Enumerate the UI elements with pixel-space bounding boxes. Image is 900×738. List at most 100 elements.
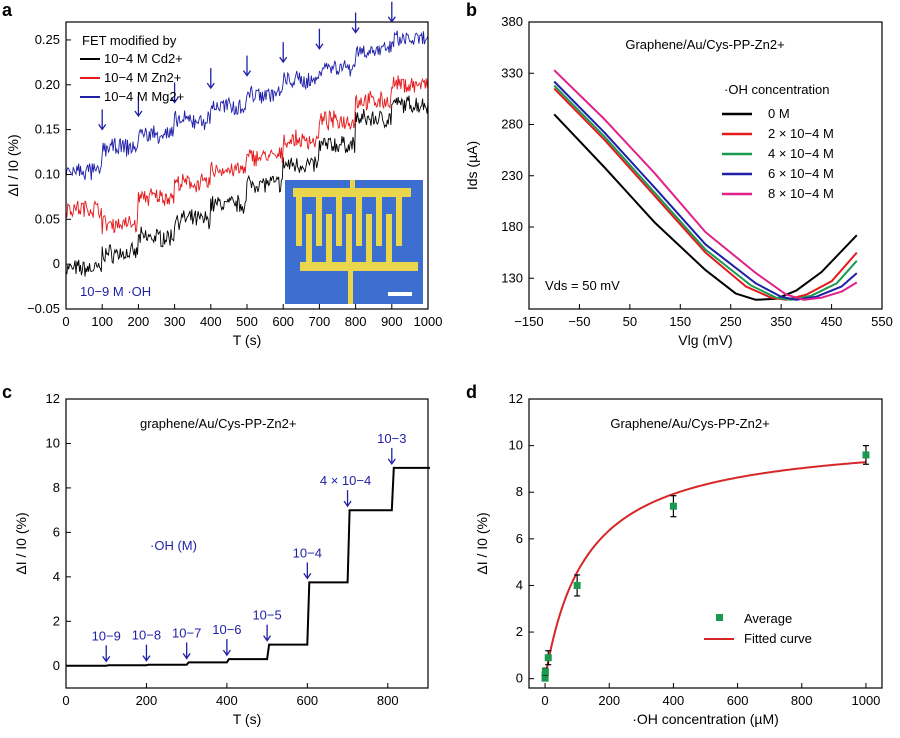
annotation-arrow <box>387 447 396 466</box>
injection-arrow <box>134 95 143 118</box>
data-point <box>862 451 870 459</box>
x-tick-label: 0 <box>62 693 69 708</box>
y-tick-label: 6 <box>516 531 523 546</box>
x-tick-label: 500 <box>236 314 258 329</box>
panel-a: a 0 100 200 300 400 500 600 700 800 900 1000−0.050… <box>2 0 442 348</box>
annotation-arrow <box>222 639 231 657</box>
x-tick-label: 1000 <box>414 314 443 329</box>
y-tick-label: 0.10 <box>35 166 60 181</box>
y-tick-label: 0.05 <box>35 211 60 226</box>
y-tick-label: 230 <box>501 168 523 183</box>
x-tick-label: 800 <box>791 693 813 708</box>
y-tick-label: 280 <box>501 117 523 132</box>
x-tick-label: 250 <box>720 314 742 329</box>
series-line-2 <box>553 84 858 301</box>
annotation-label: 10−6 <box>212 622 241 637</box>
injection-arrow <box>170 82 179 104</box>
annotation-arrow <box>182 642 191 660</box>
legend-label: Fitted curve <box>744 631 812 646</box>
y-tick-label: 12 <box>46 391 60 406</box>
y-tick-label: 12 <box>509 391 523 406</box>
annotation-label: 10−8 <box>132 628 161 643</box>
x-tick-label: 900 <box>381 314 403 329</box>
legend-label: 10−4 M Zn2+ <box>104 70 181 85</box>
legend-swatch <box>716 614 723 621</box>
annotation-arrow <box>263 624 272 642</box>
x-tick-label: 200 <box>128 314 150 329</box>
y-tick-label: 8 <box>516 484 523 499</box>
data-point <box>573 581 581 589</box>
x-tick-label: 800 <box>377 693 399 708</box>
x-tick-label: 0 <box>541 693 548 708</box>
arrow-head <box>343 500 352 508</box>
y-axis-label: ΔI / I0 (%) <box>474 512 490 574</box>
x-tick-label: 700 <box>309 314 331 329</box>
y-axis-label: ΔI / I0 (%) <box>13 512 29 574</box>
oh-legend-label: ·OH (M) <box>150 538 197 553</box>
annotation-arrow <box>303 562 312 580</box>
x-axis-label: ·OH concentration (µM) <box>632 711 779 727</box>
x-tick-label: 800 <box>345 314 367 329</box>
x-tick-label: 400 <box>216 693 238 708</box>
x-tick-label: −50 <box>568 314 590 329</box>
x-tick-label: 600 <box>727 693 749 708</box>
x-tick-label: 300 <box>164 314 186 329</box>
annotation-arrow <box>343 490 352 508</box>
arrow-head <box>263 635 272 642</box>
legend-label: Average <box>744 611 792 626</box>
legend-title: ·OH concentration <box>724 82 830 97</box>
data-point <box>669 502 677 510</box>
injection-arrow <box>351 12 360 34</box>
chart-title: Graphene/Au/Cys-PP-Zn2+ <box>625 37 784 52</box>
legend-title: FET modified by <box>82 33 177 48</box>
panel-b: b −150 −50 50 150 250 350 450 550 130 180 230 280 33… <box>464 0 893 348</box>
x-tick-label: 100 <box>91 314 113 329</box>
series-line-4 <box>553 69 858 301</box>
panel-d: d 0 200 400 600 800 1000 0 2 4 6 8 10 12 ·OH concentr… <box>466 382 883 727</box>
chart-title: graphene/Au/Cys-PP-Zn2+ <box>140 416 296 431</box>
arrow-head <box>182 653 191 660</box>
x-tick-label: 600 <box>272 314 294 329</box>
legend-label: 2 × 10−4 M <box>768 126 834 141</box>
arrow-head <box>142 655 151 662</box>
plot-frame <box>528 21 883 310</box>
y-tick-label: 130 <box>501 270 523 285</box>
y-tick-label: 380 <box>501 14 523 29</box>
x-tick-label: 50 <box>623 314 637 329</box>
x-tick-label: 200 <box>598 693 620 708</box>
electrode-micrograph-inset <box>285 180 423 304</box>
legend-label: 0 M <box>768 106 790 121</box>
y-tick-label: 10 <box>509 438 523 453</box>
series-line-0 <box>65 95 429 277</box>
x-tick-label: 150 <box>669 314 691 329</box>
y-tick-label: 2 <box>53 613 60 628</box>
x-tick-label: 400 <box>663 693 685 708</box>
legend-label: 4 × 10−4 M <box>768 146 834 161</box>
data-point <box>544 654 552 662</box>
y-tick-label: 10 <box>46 435 60 450</box>
annotation-label: 10−4 <box>293 545 322 560</box>
annotation-arrow <box>102 645 111 663</box>
x-tick-label: 350 <box>770 314 792 329</box>
plot-frame <box>65 398 429 689</box>
arrow-head <box>170 97 179 104</box>
arrow-head <box>279 56 288 64</box>
y-tick-label: 0.20 <box>35 77 60 92</box>
y-tick-label: 0.15 <box>35 122 60 137</box>
injection-arrow <box>387 1 396 23</box>
series-line-1 <box>65 75 429 235</box>
legend-label: 10−4 M Mg2+ <box>104 89 184 104</box>
x-tick-label: 400 <box>200 314 222 329</box>
arrow-head <box>206 82 215 90</box>
y-tick-label: 0 <box>516 671 523 686</box>
arrow-head <box>242 70 252 77</box>
x-tick-label: 1000 <box>851 693 880 708</box>
series-line-1 <box>553 87 858 301</box>
legend-label: 10−4 M Cd2+ <box>104 51 183 66</box>
injection-arrow <box>279 42 288 64</box>
x-tick-label: −150 <box>514 314 543 329</box>
arrow-head <box>351 27 360 34</box>
plot-frame <box>528 398 883 689</box>
panel-b-letter: b <box>466 0 477 20</box>
annotation-label: 10−3 <box>377 431 406 446</box>
